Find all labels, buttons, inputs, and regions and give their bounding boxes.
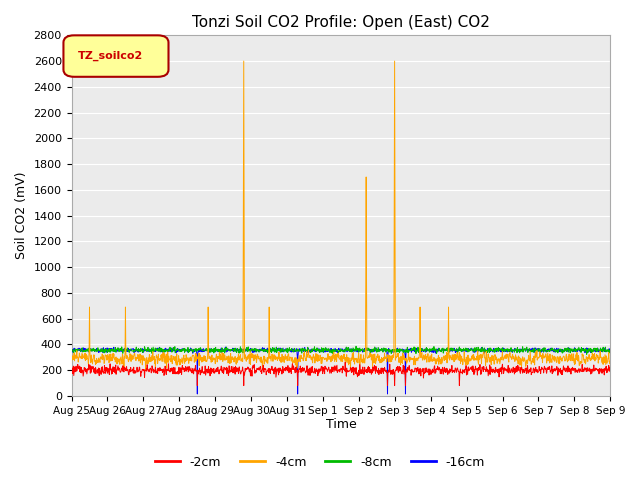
Legend: -2cm, -4cm, -8cm, -16cm: -2cm, -4cm, -8cm, -16cm	[150, 451, 490, 474]
X-axis label: Time: Time	[326, 419, 356, 432]
Text: TZ_soilco2: TZ_soilco2	[78, 51, 143, 61]
Y-axis label: Soil CO2 (mV): Soil CO2 (mV)	[15, 172, 28, 259]
FancyBboxPatch shape	[63, 36, 168, 77]
Title: Tonzi Soil CO2 Profile: Open (East) CO2: Tonzi Soil CO2 Profile: Open (East) CO2	[192, 15, 490, 30]
